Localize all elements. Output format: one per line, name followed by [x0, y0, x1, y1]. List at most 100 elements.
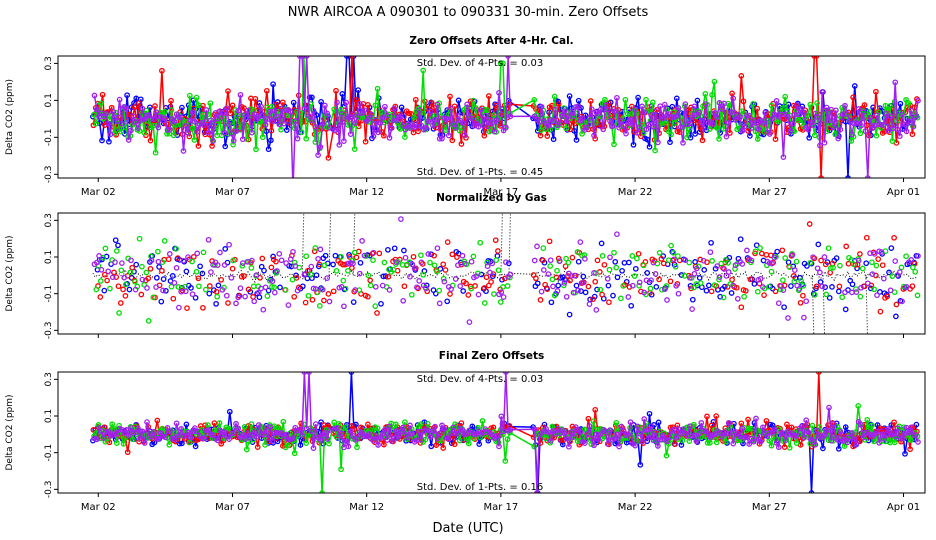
- series-point: [355, 87, 362, 93]
- series-point: [468, 258, 475, 265]
- series-point: [97, 294, 104, 300]
- series-point: [682, 101, 689, 107]
- series-point: [458, 261, 465, 268]
- series-point: [489, 120, 496, 126]
- series-point: [269, 284, 275, 290]
- series-point: [322, 429, 328, 436]
- series-point: [326, 298, 333, 305]
- series-point: [268, 137, 274, 144]
- series-point: [153, 435, 159, 442]
- y-axis-label: Delta CO2 (ppm): [5, 394, 15, 470]
- series-point: [222, 143, 229, 150]
- series-point: [575, 258, 582, 265]
- series-point: [315, 255, 321, 262]
- series-point: [461, 260, 468, 267]
- series-point: [760, 120, 766, 126]
- series-point: [118, 267, 125, 274]
- series-point: [133, 261, 140, 268]
- series-point: [774, 248, 781, 255]
- series-point: [287, 256, 294, 262]
- series-point: [619, 267, 625, 274]
- series-point: [477, 106, 484, 113]
- x-tick-label: Mar 27: [752, 502, 787, 513]
- series-point: [908, 107, 915, 114]
- series-point: [592, 406, 599, 413]
- series-point: [643, 96, 649, 103]
- series-point: [786, 444, 793, 451]
- series-point: [400, 424, 407, 431]
- series-point: [379, 282, 386, 289]
- series-point: [800, 292, 806, 299]
- series-point: [601, 261, 608, 268]
- series-point: [660, 260, 667, 267]
- series-point: [290, 99, 297, 106]
- series-point: [165, 256, 172, 263]
- series-point: [339, 91, 346, 97]
- series-point: [312, 286, 319, 292]
- series-point: [239, 431, 246, 438]
- series-point: [270, 81, 276, 88]
- series-point: [407, 273, 413, 280]
- series-point: [374, 85, 381, 92]
- series-point: [400, 297, 407, 304]
- series-point: [771, 111, 778, 118]
- series-point: [185, 129, 191, 136]
- series-point: [664, 438, 670, 445]
- series-point: [687, 423, 693, 430]
- series-point: [555, 282, 562, 289]
- series-point: [830, 124, 837, 131]
- series-point: [713, 124, 720, 131]
- series-point: [253, 146, 259, 153]
- series-point: [873, 132, 880, 139]
- series-point: [584, 124, 591, 131]
- series-point: [147, 137, 154, 144]
- series-point: [629, 282, 636, 289]
- series-point: [741, 293, 747, 300]
- series-point: [99, 137, 105, 144]
- series-point: [420, 271, 427, 278]
- series-point: [782, 255, 789, 261]
- series-point: [780, 430, 787, 436]
- series-point: [693, 438, 700, 445]
- series-point: [689, 306, 695, 312]
- x-tick-label: Mar 22: [618, 187, 653, 198]
- series-point: [343, 56, 350, 59]
- series-line-reference: [92, 267, 917, 285]
- series-point: [563, 118, 570, 124]
- series-point: [228, 130, 235, 137]
- series-point: [324, 436, 331, 442]
- std-dev-4pts-annotation: Std. Dev. of 4-Pts. = 0.03: [417, 374, 543, 385]
- series-point: [867, 114, 873, 121]
- plot-area: [90, 56, 921, 178]
- series-point: [554, 267, 560, 274]
- series-point: [465, 440, 472, 447]
- series-point: [631, 128, 637, 135]
- series-point: [538, 103, 545, 110]
- series-point: [308, 117, 315, 124]
- series-point: [372, 432, 379, 439]
- series-point: [260, 431, 267, 438]
- series-point: [101, 271, 108, 278]
- y-tick-label: 0.3: [44, 213, 54, 227]
- series-point: [443, 115, 450, 122]
- series-point: [455, 97, 462, 104]
- series-point: [233, 128, 239, 135]
- series-point: [293, 272, 299, 279]
- series-point: [214, 437, 221, 444]
- series-point: [150, 294, 157, 301]
- series-point: [430, 122, 436, 129]
- series-point: [871, 251, 878, 257]
- series-point: [678, 272, 685, 278]
- series-point: [602, 96, 608, 103]
- series-point: [848, 138, 855, 144]
- series-point: [826, 295, 833, 301]
- series-point: [837, 126, 844, 133]
- series-point: [667, 139, 673, 146]
- series-point: [158, 298, 165, 305]
- series-point: [650, 437, 657, 444]
- series-point: [777, 286, 784, 293]
- series-point: [730, 440, 737, 447]
- series-point: [128, 424, 134, 431]
- series-point: [560, 282, 567, 289]
- series-point: [322, 252, 329, 259]
